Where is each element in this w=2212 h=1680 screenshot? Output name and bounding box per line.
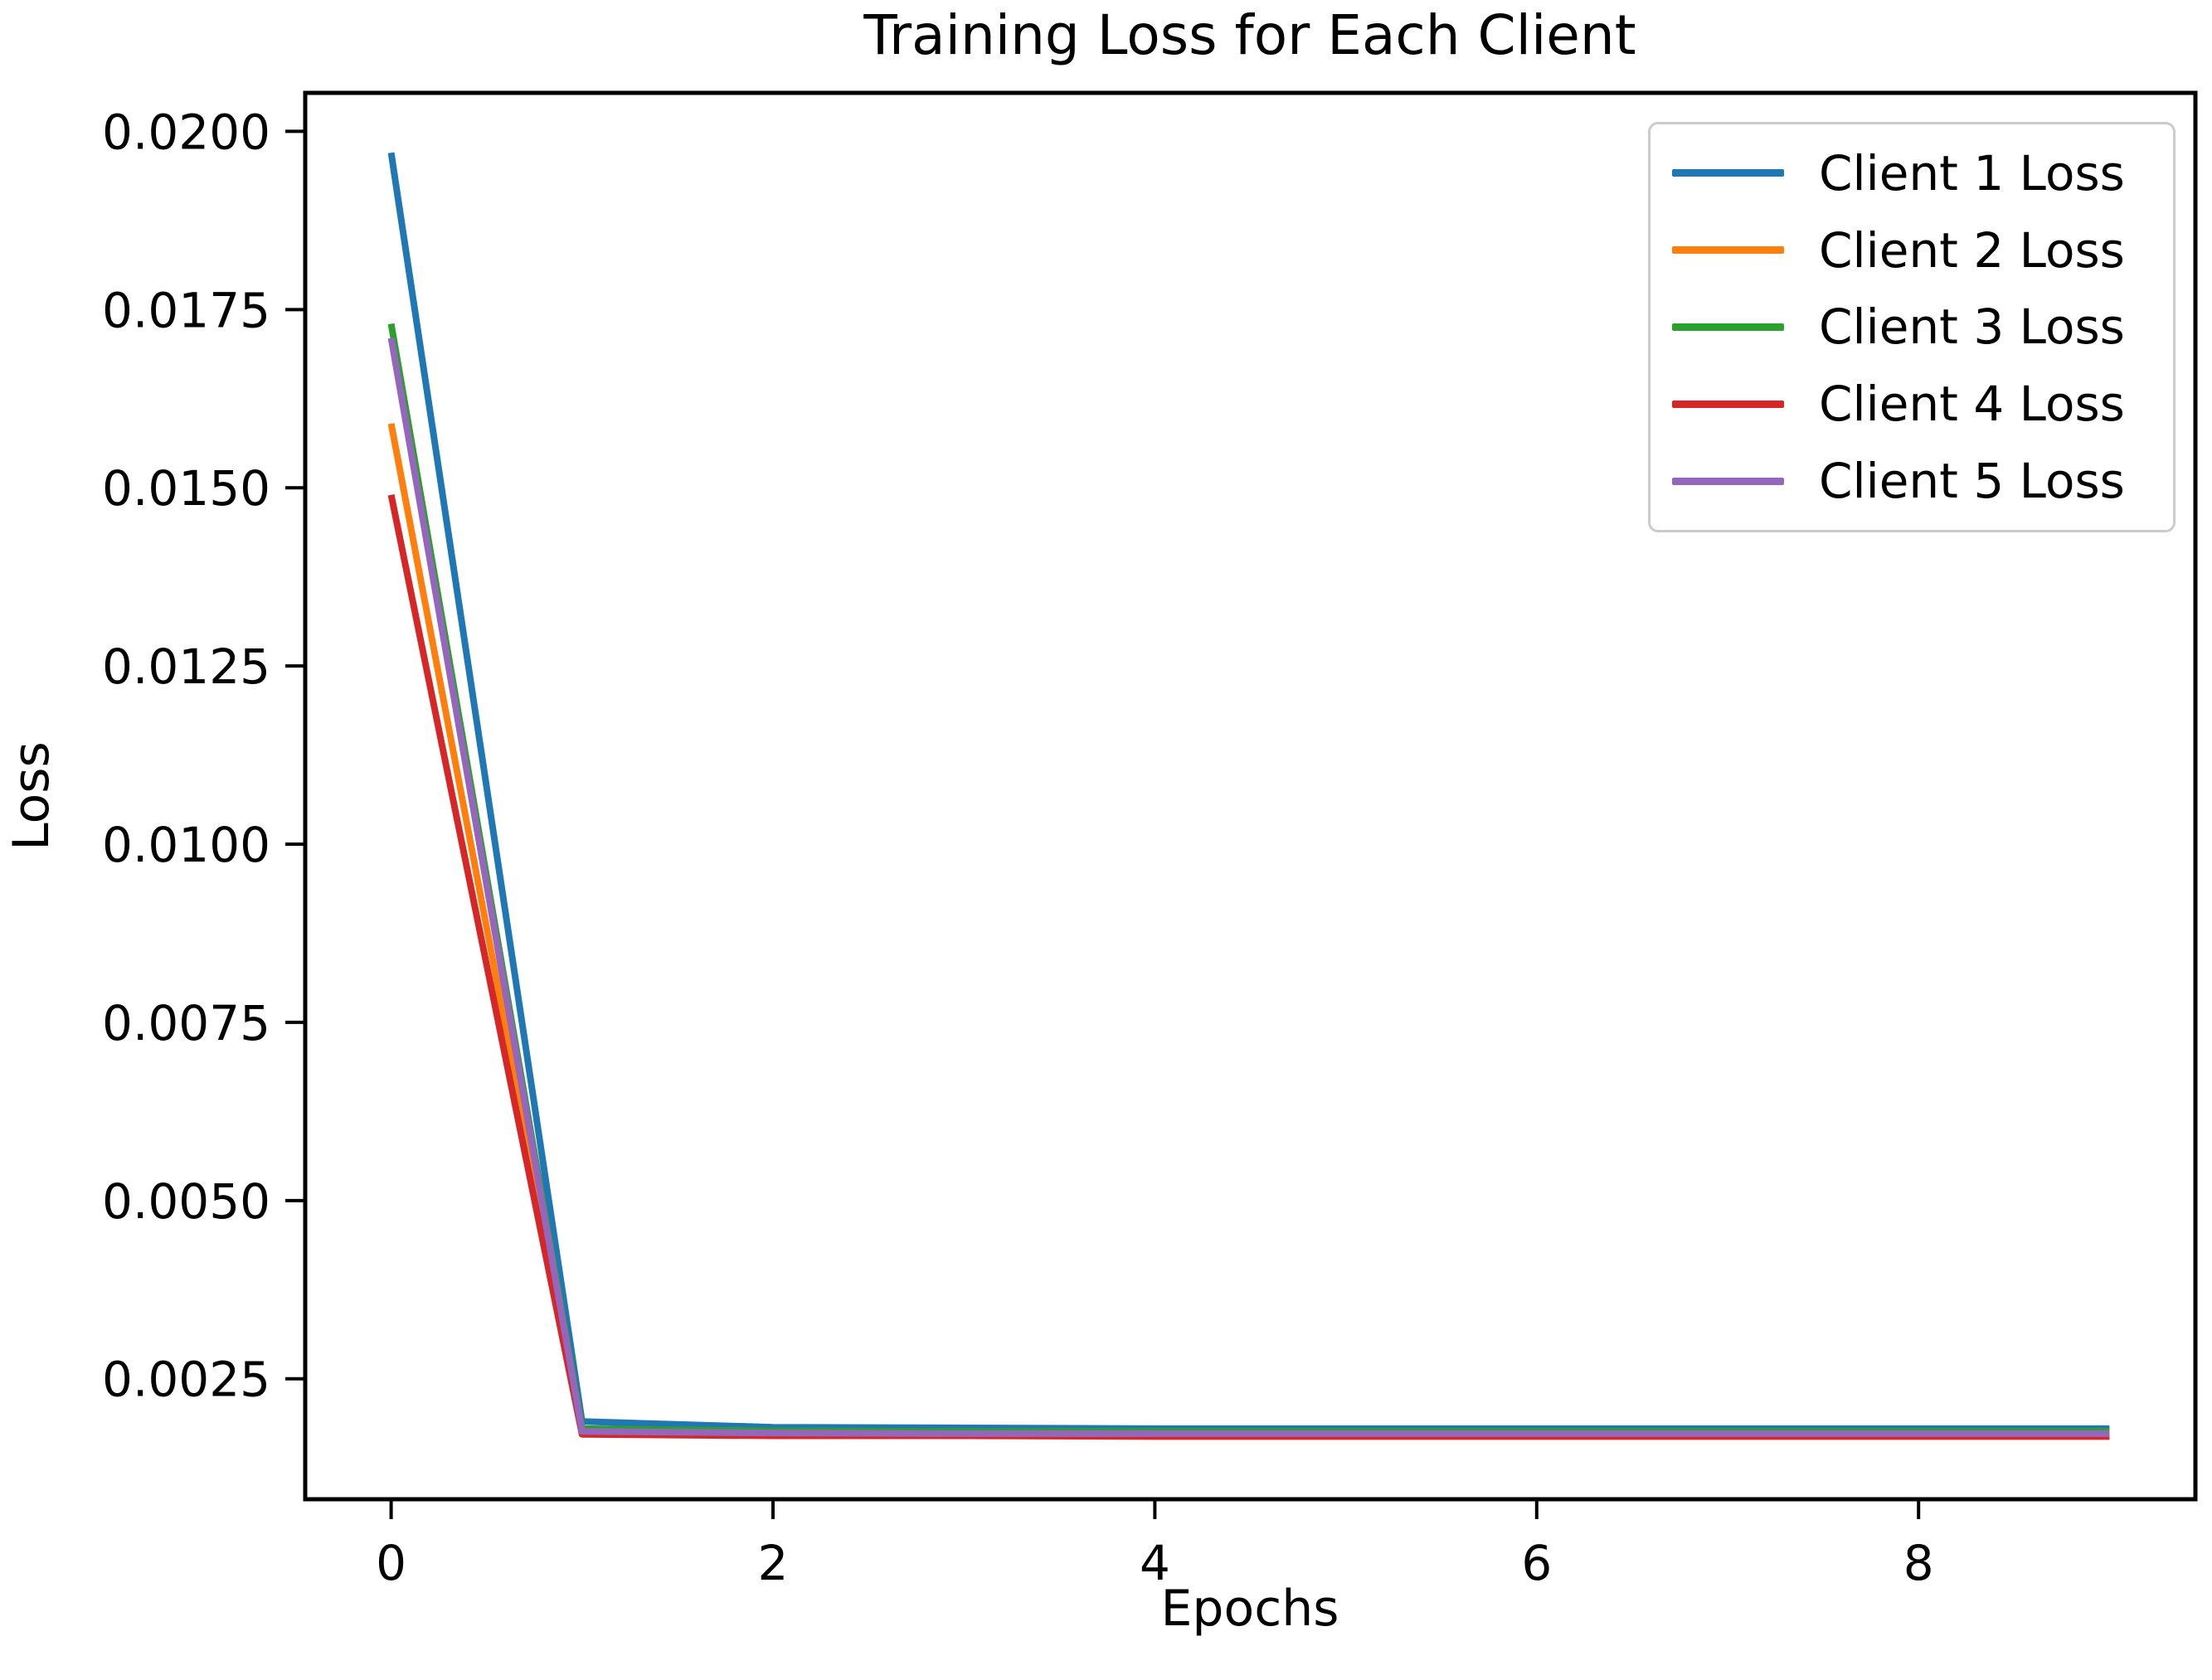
plot-border	[303, 90, 2198, 1502]
legend-item-client-2: Client 2 Loss	[1662, 222, 2161, 279]
legend-item-client-5: Client 5 Loss	[1662, 453, 2161, 509]
y-tick-label: 0.0025	[102, 1352, 270, 1408]
chart-title: Training Loss for Each Client	[863, 3, 1636, 67]
legend-item-label: Client 1 Loss	[1819, 144, 2125, 202]
legend-item-client-1: Client 1 Loss	[1662, 145, 2161, 202]
legend-line-swatch	[1672, 323, 1784, 331]
x-tick-label: 2	[758, 1535, 789, 1591]
legend: Client 1 Loss Client 2 Loss Client 3 Loss C…	[1648, 122, 2176, 532]
y-tick-label: 0.0125	[102, 638, 270, 695]
y-tick-label: 0.0200	[102, 104, 270, 160]
y-tick-label: 0.0100	[102, 817, 270, 873]
legend-item-label: Client 3 Loss	[1819, 299, 2125, 356]
legend-item-client-3: Client 3 Loss	[1662, 299, 2161, 355]
x-axis-title: Epochs	[1160, 1580, 1339, 1638]
y-tick-label: 0.0075	[102, 995, 270, 1051]
y-tick-label: 0.0175	[102, 282, 270, 338]
legend-line-swatch	[1672, 169, 1784, 177]
x-tick-label: 6	[1521, 1535, 1552, 1591]
legend-line-swatch	[1672, 400, 1784, 408]
series-line-client-4	[387, 494, 2110, 1440]
legend-line-swatch	[1672, 477, 1784, 485]
series-line-client-2	[387, 423, 2110, 1437]
y-tick-label: 0.0150	[102, 460, 270, 517]
legend-item-client-4: Client 4 Loss	[1662, 376, 2161, 432]
legend-line-swatch	[1672, 246, 1784, 255]
x-tick-label: 0	[376, 1535, 406, 1591]
legend-item-label: Client 4 Loss	[1819, 376, 2125, 433]
y-tick-label: 0.0050	[102, 1173, 270, 1230]
legend-item-label: Client 5 Loss	[1819, 453, 2125, 510]
x-tick-label: 4	[1140, 1535, 1170, 1591]
series-line-client-5	[387, 337, 2110, 1437]
y-axis-title: Loss	[2, 741, 61, 851]
legend-item-label: Client 2 Loss	[1819, 221, 2125, 279]
x-tick-label: 8	[1903, 1535, 1934, 1591]
